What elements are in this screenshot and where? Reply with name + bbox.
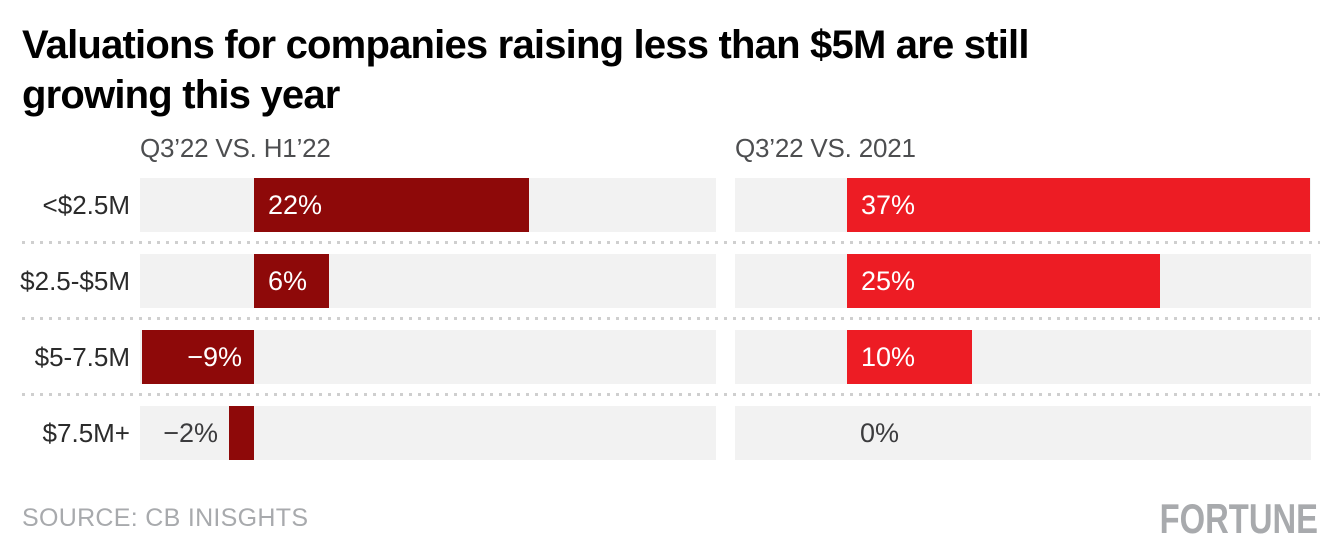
bar-value-label: −2% (163, 418, 218, 448)
bar-segment (254, 178, 529, 232)
bar-segment (847, 330, 972, 384)
bar-segment (847, 254, 1160, 308)
row-separator (22, 393, 1320, 396)
bar-value-label: 25% (861, 266, 916, 296)
bar-value-label: −9% (187, 342, 242, 372)
bar-track: 0% (735, 406, 1311, 460)
title-line-1: Valuations for companies raising less th… (22, 23, 1029, 67)
right-panel-header: Q3’22 VS. 2021 (735, 133, 916, 163)
bar-value-label: 0% (860, 418, 900, 448)
bar-segment (141, 330, 254, 384)
category-label: <$2.5M (42, 190, 130, 220)
source-credit: SOURCE: CB INISGHTS (22, 504, 309, 532)
category-label: $2.5-$5M (20, 266, 130, 296)
bar-value-label: 10% (861, 342, 916, 372)
left-panel-header: Q3’22 VS. H1’22 (140, 133, 331, 163)
bar-track: 37% (735, 178, 1311, 232)
bar-segment (229, 406, 254, 460)
row-separator (22, 317, 1320, 320)
bar-track: 10% (735, 330, 1311, 384)
category-label: $7.5M+ (42, 418, 130, 448)
title-line-2: growing this year (22, 73, 340, 117)
bar-track: −2% (140, 406, 716, 460)
category-label: $5-7.5M (34, 342, 130, 372)
bar-track: −9% (140, 330, 716, 384)
bar-segment (254, 254, 329, 308)
bar-track: 25% (735, 254, 1311, 308)
fortune-logo: FORTUNE (1159, 495, 1318, 542)
bar-track: 6% (140, 254, 716, 308)
page-title: Valuations for companies raising less th… (22, 20, 1029, 120)
bar-track: 22% (140, 178, 716, 232)
bar-value-label: 22% (268, 190, 323, 220)
bar-value-label: 6% (268, 266, 308, 296)
row-separator (22, 241, 1320, 244)
bar-segment (847, 178, 1310, 232)
bar-value-label: 37% (861, 190, 916, 220)
